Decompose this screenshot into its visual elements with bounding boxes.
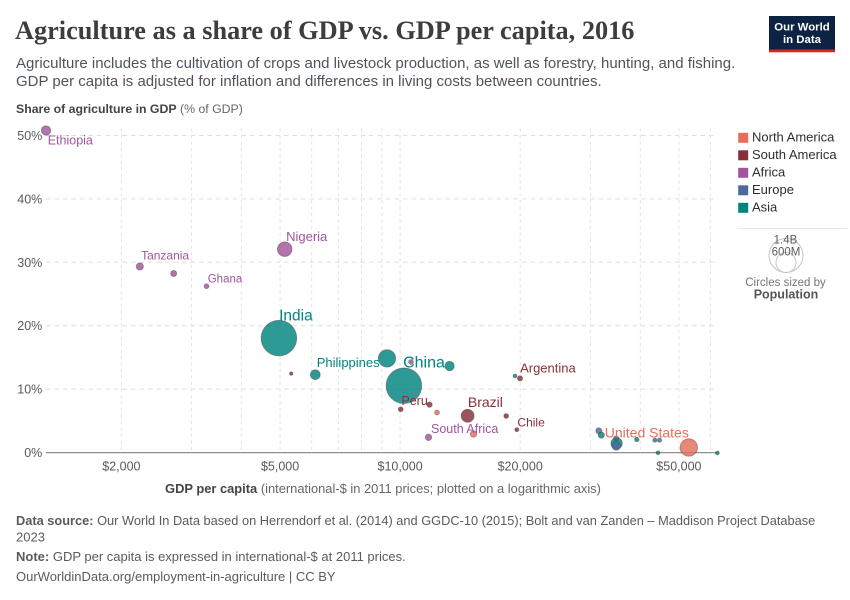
- svg-text:$2,000: $2,000: [102, 460, 140, 474]
- svg-text:Nigeria: Nigeria: [286, 229, 328, 244]
- svg-text:Ethiopia: Ethiopia: [48, 134, 93, 148]
- svg-text:Argentina: Argentina: [520, 361, 576, 376]
- svg-text:GDP per capita (international-: GDP per capita (international-$ in 2011 …: [165, 481, 601, 496]
- svg-text:India: India: [279, 307, 313, 324]
- svg-text:10%: 10%: [17, 383, 42, 397]
- svg-text:30%: 30%: [17, 256, 42, 270]
- svg-text:Agriculture as a share of GDP: Agriculture as a share of GDP vs. GDP pe…: [15, 16, 634, 45]
- svg-text:Circles sized by: Circles sized by: [745, 277, 826, 289]
- svg-text:GDP per capita is adjusted for: GDP per capita is adjusted for inflation…: [16, 73, 602, 90]
- svg-text:Europe: Europe: [752, 182, 794, 197]
- svg-text:Africa: Africa: [752, 165, 786, 180]
- svg-text:Ghana: Ghana: [208, 273, 243, 285]
- svg-text:Asia: Asia: [752, 200, 778, 215]
- svg-text:600M: 600M: [772, 247, 801, 259]
- svg-text:in Data: in Data: [783, 34, 822, 46]
- svg-text:$20,000: $20,000: [498, 460, 543, 474]
- svg-text:South Africa: South Africa: [431, 422, 498, 436]
- svg-text:$10,000: $10,000: [378, 460, 423, 474]
- svg-text:Share of agriculture in GDP (%: Share of agriculture in GDP (% of GDP): [16, 102, 243, 116]
- svg-text:40%: 40%: [17, 192, 42, 206]
- svg-text:$5,000: $5,000: [261, 460, 299, 474]
- svg-text:0%: 0%: [24, 446, 42, 460]
- svg-text:Population: Population: [754, 288, 819, 302]
- svg-text:1.4B: 1.4B: [774, 235, 798, 247]
- svg-text:South America: South America: [752, 147, 837, 162]
- svg-text:United States: United States: [605, 424, 689, 440]
- svg-text:Our World: Our World: [774, 22, 830, 34]
- svg-text:Agriculture includes the culti: Agriculture includes the cultivation of …: [16, 55, 735, 72]
- svg-text:$50,000: $50,000: [656, 460, 701, 474]
- svg-text:Tanzania: Tanzania: [141, 249, 189, 263]
- svg-text:Note: GDP per capita is expres: Note: GDP per capita is expressed in int…: [16, 549, 406, 564]
- svg-text:Brazil: Brazil: [468, 394, 503, 410]
- svg-text:Philippines: Philippines: [317, 355, 380, 370]
- svg-text:2023: 2023: [16, 530, 45, 545]
- svg-text:China: China: [403, 355, 445, 372]
- svg-text:Data source: Our World In Data: Data source: Our World In Data based on …: [16, 513, 815, 528]
- svg-text:20%: 20%: [17, 319, 42, 333]
- svg-text:50%: 50%: [17, 129, 42, 143]
- svg-text:Peru: Peru: [401, 394, 427, 408]
- svg-text:Chile: Chile: [517, 415, 545, 429]
- svg-text:North America: North America: [752, 130, 835, 145]
- svg-text:OurWorldinData.org/employment-: OurWorldinData.org/employment-in-agricul…: [16, 569, 336, 584]
